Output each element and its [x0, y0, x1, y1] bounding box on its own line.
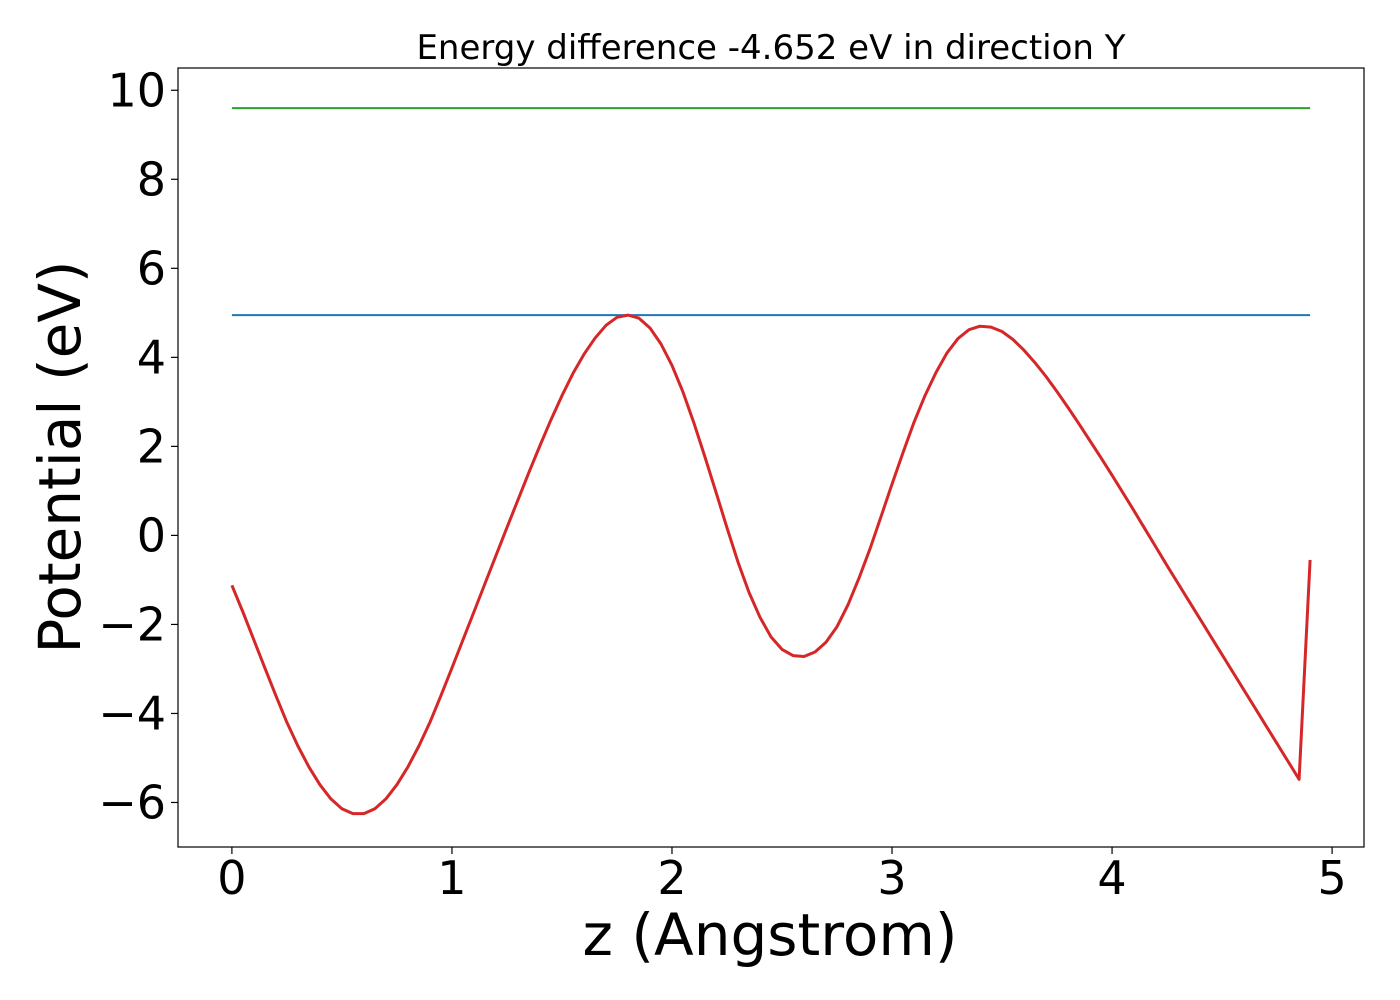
y-tick-label: 6: [137, 241, 166, 295]
x-tick-label: 3: [877, 851, 906, 905]
y-axis-ticks: −6 −4 −2 0 2 4 6 8 10: [98, 63, 178, 829]
series-line-2: [230, 313, 1312, 816]
x-tick-label: 1: [437, 851, 466, 905]
x-tick-label: 2: [657, 851, 686, 905]
x-axis-label: z (Angstrom): [583, 901, 958, 969]
x-tick-label: 4: [1097, 851, 1126, 905]
chart-title: Energy difference -4.652 eV in direction…: [416, 28, 1125, 68]
y-tick-label: 0: [137, 508, 166, 562]
y-tick-label: 2: [137, 419, 166, 473]
plot-frame: [177, 67, 1365, 848]
x-tick-label: 0: [217, 851, 246, 905]
y-tick-label: −4: [98, 686, 166, 740]
y-axis-label: Potential (eV): [26, 260, 94, 653]
y-tick-label: 4: [137, 330, 166, 384]
x-tick-label: 5: [1317, 851, 1346, 905]
x-axis-ticks: 0 1 2 3 4 5: [217, 847, 1347, 905]
y-tick-label: −2: [98, 597, 166, 651]
y-tick-label: 8: [137, 152, 166, 206]
y-tick-label: 10: [107, 63, 166, 117]
plot-area: [177, 67, 1365, 848]
y-tick-label: −6: [98, 775, 166, 829]
series-layer: [230, 107, 1312, 816]
